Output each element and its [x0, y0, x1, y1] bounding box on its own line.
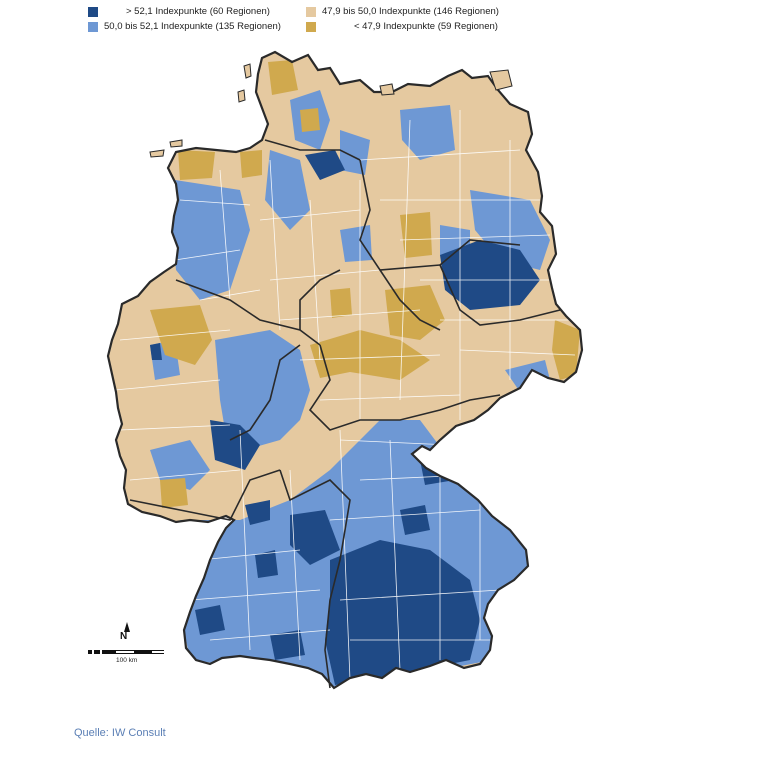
- legend-item-low: < 47,9 Indexpunkte (59 Regionen): [306, 21, 498, 32]
- national-border: [106, 50, 584, 690]
- map-legend: > 52,1 Indexpunkte (60 Regionen) 50,0 bi…: [88, 4, 528, 34]
- islands: [149, 63, 513, 158]
- source-note: Quelle: IW Consult: [74, 727, 166, 739]
- scale-bar: N 100 km: [88, 620, 178, 670]
- state-boundaries: [129, 139, 561, 689]
- legend-item-mid-low: 47,9 bis 50,0 Indexpunkte (146 Regionen): [306, 6, 499, 17]
- north-label: N: [120, 631, 128, 642]
- legend-label-high: > 52,1 Indexpunkte (60 Regionen): [126, 6, 270, 17]
- scale-segment-3: [102, 650, 116, 654]
- scale-segment-5: [134, 650, 152, 654]
- district-boundaries: [114, 110, 576, 681]
- legend-swatch-high: [88, 6, 98, 17]
- legend-label-mid-high: 50,0 bis 52,1 Indexpunkte (135 Regionen): [104, 21, 281, 32]
- scale-segment-4: [116, 650, 134, 654]
- legend-item-high: > 52,1 Indexpunkte (60 Regionen): [88, 6, 270, 17]
- legend-swatch-mid-high: [88, 21, 98, 32]
- scale-distance-label: 100 km: [116, 657, 138, 664]
- scale-segment-2: [94, 650, 100, 654]
- scale-segment-1: [88, 650, 92, 654]
- scale-segment-6: [152, 650, 164, 654]
- legend-swatch-mid-low: [306, 6, 316, 17]
- regions-low: [150, 60, 580, 508]
- legend-label-mid-low: 47,9 bis 50,0 Indexpunkte (146 Regionen): [322, 6, 499, 17]
- legend-label-low: < 47,9 Indexpunkte (59 Regionen): [354, 21, 498, 32]
- north-arrow-icon: [124, 622, 130, 632]
- legend-swatch-low: [306, 21, 316, 32]
- legend-item-mid-high: 50,0 bis 52,1 Indexpunkte (135 Regionen): [88, 21, 281, 32]
